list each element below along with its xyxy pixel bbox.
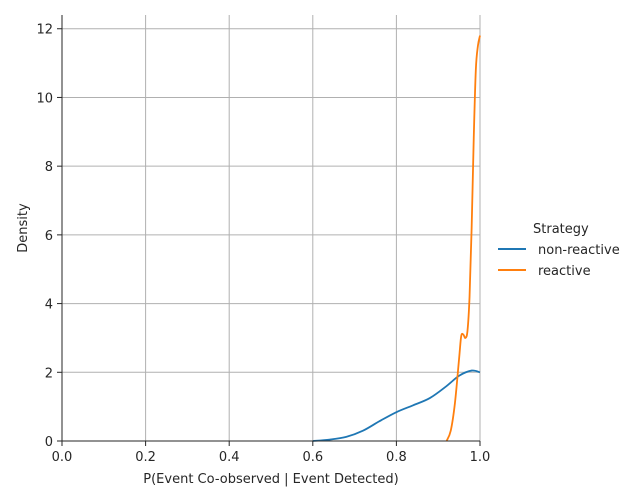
legend: Strategy non-reactive reactive: [498, 222, 620, 279]
x-tick-label: 0.6: [302, 450, 323, 465]
axes: [61, 15, 480, 442]
series-layer: [312, 35, 481, 442]
legend-title: Strategy: [533, 222, 589, 237]
x-tick-label: 0.4: [219, 450, 240, 465]
x-tick-label: 0.0: [52, 450, 73, 465]
x-tick-label: 0.2: [135, 450, 156, 465]
y-tick-label: 6: [45, 229, 53, 244]
y-ticks: 0 2 4 6 8 10 12: [36, 23, 62, 450]
legend-label-reactive: reactive: [538, 264, 591, 279]
x-tick-label: 1.0: [470, 450, 491, 465]
y-tick-label: 0: [45, 435, 53, 450]
y-axis-label: Density: [16, 203, 31, 253]
series-line-reactive: [445, 35, 481, 442]
y-tick-label: 8: [45, 160, 53, 175]
x-axis-label: P(Event Co-observed | Event Detected): [143, 472, 398, 487]
y-tick-label: 12: [36, 23, 53, 38]
grid-lines: [61, 15, 481, 442]
x-ticks: 0.0 0.2 0.4 0.6 0.8 1.0: [52, 441, 491, 465]
series-line-non-reactive: [312, 369, 481, 442]
y-tick-label: 10: [36, 91, 53, 106]
legend-label-non-reactive: non-reactive: [538, 243, 620, 258]
y-tick-label: 2: [45, 366, 53, 381]
x-tick-label: 0.8: [386, 450, 407, 465]
y-tick-label: 4: [45, 298, 53, 313]
